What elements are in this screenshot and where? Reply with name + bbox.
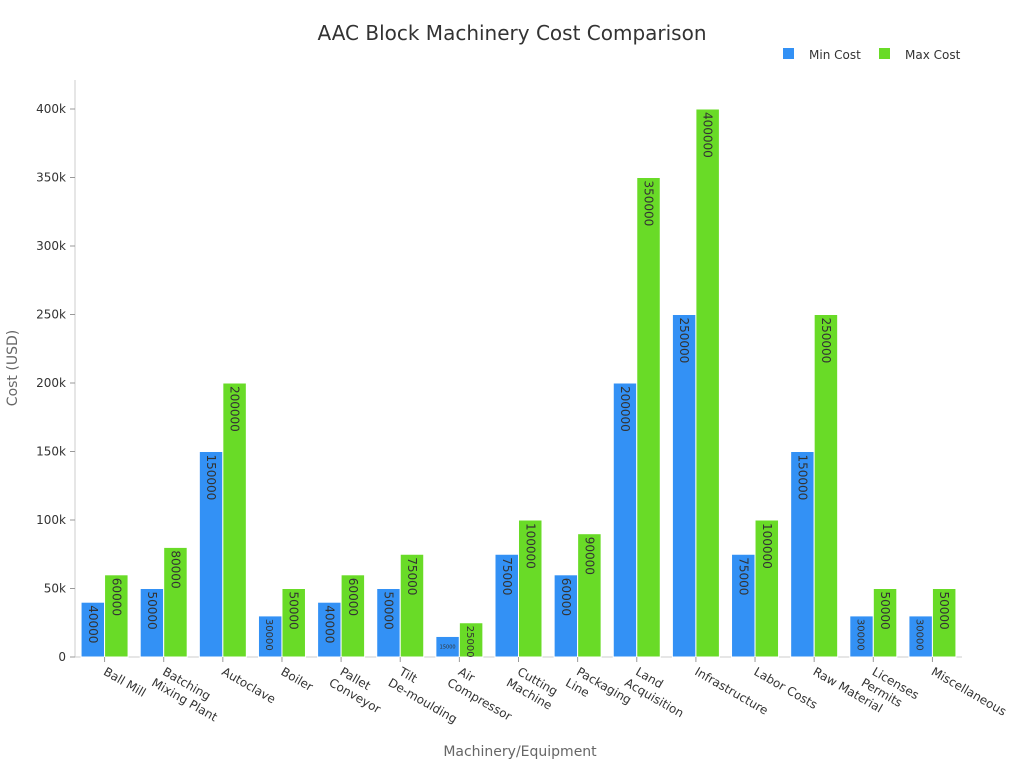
bar-max: [340, 574, 366, 658]
bar-data-label: 100000: [523, 523, 537, 569]
bar-data-label: 250000: [819, 318, 833, 364]
legend-swatch: [879, 48, 890, 59]
y-axis-label: Cost (USD): [5, 330, 21, 406]
x-tick-label: LandAcquisition: [622, 662, 693, 720]
x-tick-label-line: Boiler: [278, 664, 315, 693]
bar-max: [577, 533, 602, 658]
bar-data-label: 350000: [642, 181, 656, 227]
bar-max: [518, 519, 543, 658]
bar-data-label: 200000: [618, 386, 632, 432]
y-tick-label: 150k: [36, 445, 66, 459]
bar-data-label: 15000: [440, 645, 456, 651]
y-tick-label: 100k: [36, 513, 66, 527]
x-tick-label: BatchingMixing Plant: [149, 662, 227, 724]
bar-data-label: 90000: [582, 537, 596, 575]
bar-data-label: 100000: [760, 523, 774, 569]
x-tick-label: Miscellaneous: [929, 664, 1009, 718]
bar-data-label: 60000: [346, 578, 360, 616]
bar-max: [458, 622, 484, 658]
bar-max: [222, 382, 247, 658]
bar-data-label: 250000: [677, 318, 691, 364]
legend-label: Min Cost: [809, 48, 861, 62]
bar-max: [872, 588, 898, 658]
bar-max: [931, 588, 957, 658]
bar-data-label: 40000: [86, 605, 100, 643]
y-tick-label: 300k: [36, 239, 66, 253]
y-tick-label: 400k: [36, 102, 66, 116]
bar-data-label: 80000: [168, 550, 182, 588]
x-tick-label: Autoclave: [219, 664, 278, 706]
bar-data-label: 30000: [914, 619, 925, 651]
y-tick-label: 0: [58, 650, 66, 664]
bar-data-label: 30000: [855, 619, 866, 651]
y-tick-label: 200k: [36, 376, 66, 390]
bar-max: [813, 314, 839, 658]
bar-max: [695, 108, 720, 658]
x-tick-label: PalletConveyor: [327, 662, 391, 716]
bar-min: [671, 314, 697, 658]
bar-data-label: 50000: [145, 592, 159, 630]
x-tick-label: TiltDe-moulding: [386, 662, 467, 726]
bar-data-label: 50000: [937, 592, 951, 630]
bar-data-label: 150000: [204, 455, 218, 501]
bar-max: [104, 574, 129, 658]
bar-data-label: 60000: [559, 578, 573, 616]
bar-data-label: 150000: [795, 455, 809, 501]
bar-max: [163, 546, 188, 658]
bar-data-label: 60000: [109, 578, 123, 616]
x-tick-label-line: Autoclave: [219, 664, 278, 706]
x-axis-label: Machinery/Equipment: [443, 744, 597, 760]
x-tick-label-line: Ball Mill: [101, 664, 148, 699]
bar-data-label: 30000: [263, 619, 274, 651]
bar-max: [281, 588, 306, 658]
bar-data-label: 25000: [464, 626, 475, 658]
legend: Min Cost Max Cost: [783, 48, 961, 62]
legend-swatch: [783, 48, 794, 59]
bar-data-label: 75000: [736, 557, 750, 595]
legend-label: Max Cost: [905, 48, 961, 62]
bar-data-label: 40000: [322, 605, 336, 643]
bar-data-label: 75000: [500, 557, 514, 595]
x-tick-label: CuttingMachine: [504, 662, 562, 712]
chart-title: AAC Block Machinery Cost Comparison: [317, 21, 706, 45]
bar-max: [754, 519, 780, 658]
bar-max: [636, 177, 661, 658]
bar-data-label: 50000: [287, 592, 301, 630]
bar-data-label: 200000: [228, 386, 242, 432]
x-tick-label: Boiler: [278, 664, 315, 693]
bar-data-label: 75000: [405, 557, 419, 595]
x-tick-label-line: Miscellaneous: [929, 664, 1009, 718]
y-tick-label: 50k: [44, 582, 66, 596]
bar-data-label: 50000: [878, 592, 892, 630]
y-tick-label: 350k: [36, 171, 66, 185]
bar-max: [399, 553, 425, 658]
x-tick-label: PackagingLine: [563, 662, 634, 720]
x-tick-label: Ball Mill: [101, 664, 148, 699]
bar-data-label: 50000: [381, 592, 395, 630]
bar-data-label: 400000: [701, 112, 715, 158]
y-tick-label: 250k: [36, 308, 66, 322]
